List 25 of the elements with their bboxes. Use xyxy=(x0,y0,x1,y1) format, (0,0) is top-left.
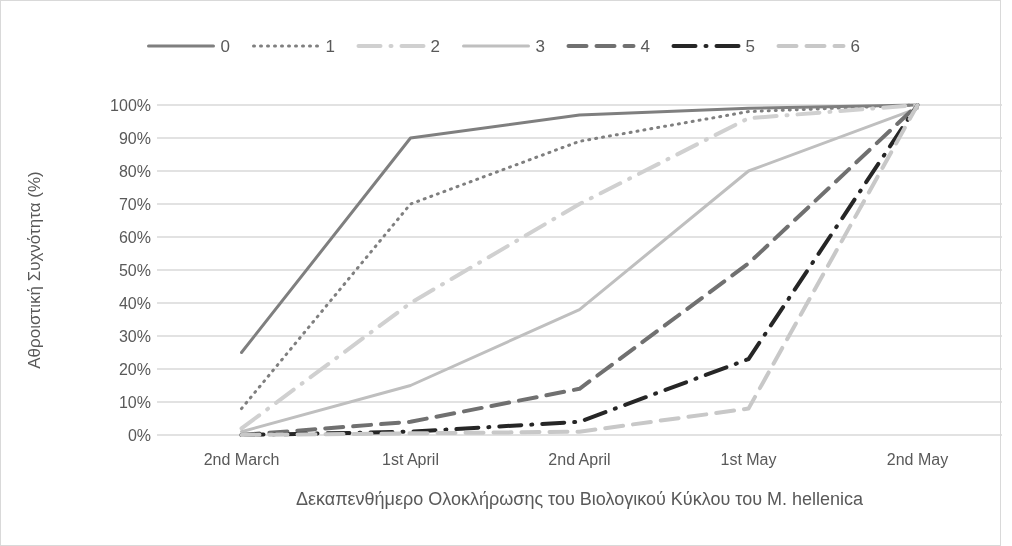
y-tick-label: 0% xyxy=(127,426,151,444)
legend-label: 4 xyxy=(640,36,650,56)
x-tick-label: 2nd May xyxy=(886,451,949,468)
legend-label: 5 xyxy=(745,36,755,56)
y-tick-label: 60% xyxy=(118,228,151,246)
legend-label: 1 xyxy=(325,36,335,56)
x-tick-label: 1st May xyxy=(720,451,777,468)
legend-label: 3 xyxy=(535,36,545,56)
legend-label: 6 xyxy=(850,36,860,56)
legend-label: 2 xyxy=(430,36,440,56)
y-tick-label: 70% xyxy=(118,195,151,213)
x-tick-label: 2nd March xyxy=(203,451,280,468)
y-tick-label: 50% xyxy=(118,261,151,279)
y-tick-label: 30% xyxy=(118,327,151,345)
y-tick-label: 80% xyxy=(118,162,151,180)
x-tick-label: 1st April xyxy=(382,451,439,468)
y-tick-label: 10% xyxy=(118,393,151,411)
legend-label: 0 xyxy=(220,36,230,56)
y-axis-title: Αθροιστική Συχνότητα (%) xyxy=(25,171,44,369)
y-tick-label: 40% xyxy=(118,294,151,312)
y-tick-label: 100% xyxy=(110,96,151,114)
x-axis-title: Δεκαπενθήμερο Ολοκλήρωσης του Βιολογικού Κύκλου του M. hellenica xyxy=(295,489,865,509)
x-tick-label: 2nd April xyxy=(548,451,611,468)
y-tick-label: 90% xyxy=(118,129,151,147)
y-tick-label: 20% xyxy=(118,360,151,378)
